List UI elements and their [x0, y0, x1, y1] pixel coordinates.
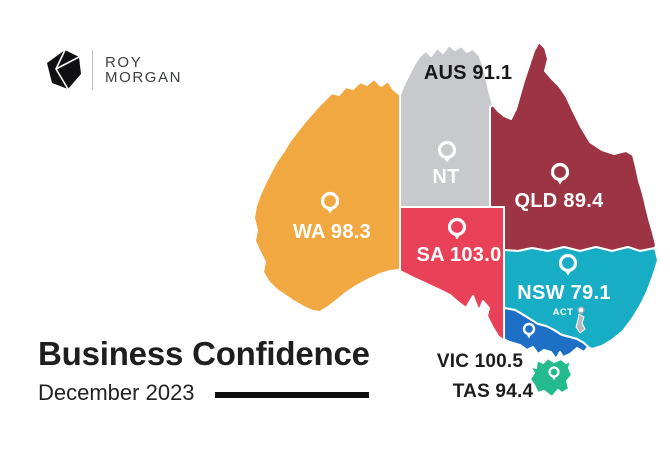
australia-map: AUS 91.1 WA 98.3 NT QLD 89.4 SA 103.0 NS… — [253, 41, 659, 402]
qld-location-pin-icon — [550, 162, 570, 185]
logo-line1: ROY — [105, 54, 143, 71]
vic-region — [503, 307, 589, 360]
qld-region — [489, 41, 657, 252]
title-block: Business Confidence December 2023 — [38, 336, 370, 406]
vic-location-pin-icon — [522, 322, 536, 339]
subtitle-date: December 2023 — [38, 380, 195, 405]
logo-wordmark: ROY MORGAN — [105, 55, 182, 85]
tas-value-label: TAS 94.4 — [453, 381, 534, 402]
nt-region — [399, 44, 494, 208]
aus-value-label: AUS 91.1 — [424, 62, 512, 84]
sa-location-pin-icon — [447, 217, 467, 240]
act-location-pin-icon — [577, 306, 585, 316]
nsw-location-pin-icon — [558, 253, 578, 276]
wa-location-pin-icon — [320, 191, 340, 214]
nsw-value-label: NSW 79.1 — [517, 282, 611, 304]
tas-location-pin-icon — [548, 366, 560, 381]
tas-region — [529, 357, 573, 398]
page-title: Business Confidence — [38, 335, 370, 372]
act-region — [575, 313, 586, 334]
sa-region — [399, 206, 505, 342]
logo-divider — [92, 50, 93, 90]
qld-value-label: QLD 89.4 — [514, 190, 604, 212]
roy-morgan-logo: ROY MORGAN — [46, 50, 182, 90]
underline-rule — [214, 392, 369, 398]
gem-logo-icon — [47, 50, 81, 90]
sa-value-label: SA 103.0 — [416, 244, 501, 266]
act-label: ACT — [553, 307, 574, 318]
logo-line2: MORGAN — [105, 69, 183, 86]
nt-value-label: NT — [432, 166, 459, 188]
nt-location-pin-icon — [437, 140, 457, 163]
vic-value-label: VIC 100.5 — [437, 351, 524, 372]
map-pins — [320, 140, 585, 381]
wa-value-label: WA 98.3 — [293, 221, 371, 243]
